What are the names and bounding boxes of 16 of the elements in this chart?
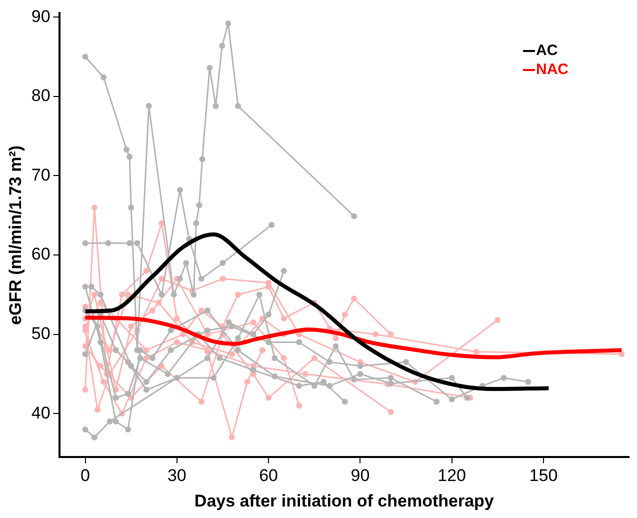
y-tick-label: 60 [31, 244, 50, 264]
y-tick-label: 90 [31, 6, 50, 26]
x-tick-label: 150 [529, 466, 558, 486]
x-axis-title: Days after initiation of chemotherapy [194, 491, 494, 510]
x-tick-label: 30 [167, 466, 186, 486]
x-tick-label: 0 [80, 466, 90, 486]
y-tick-label: 70 [31, 165, 50, 184]
x-tick-label: 60 [259, 466, 278, 486]
y-tick-label: 40 [31, 403, 50, 422]
legend-label: AC [536, 41, 558, 60]
legend-label: NAC [536, 60, 568, 80]
x-tick-label: 90 [350, 466, 370, 486]
y-axis-title: eGFR (ml/min/1.73 m²) [6, 145, 25, 325]
y-tick-label: 80 [31, 86, 50, 106]
y-tick-label: 50 [31, 324, 50, 343]
x-tick-label: 120 [438, 466, 466, 486]
